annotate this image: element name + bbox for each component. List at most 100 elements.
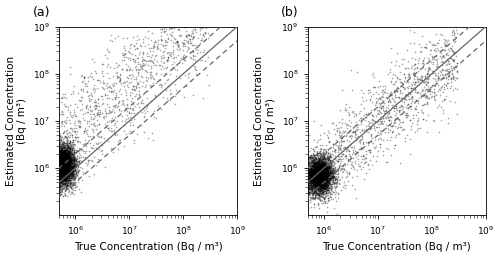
Point	[314, 169, 322, 173]
Point	[306, 183, 314, 188]
Point	[361, 118, 369, 122]
Point	[325, 172, 333, 176]
Point	[313, 151, 321, 156]
Point	[324, 199, 332, 203]
Point	[118, 119, 126, 123]
Point	[86, 104, 94, 109]
Point	[314, 181, 322, 185]
Point	[58, 165, 66, 170]
Point	[54, 162, 62, 166]
Point	[62, 148, 70, 152]
Point	[65, 160, 73, 164]
Point	[304, 169, 312, 173]
Point	[59, 139, 67, 143]
Point	[62, 155, 70, 159]
Point	[56, 166, 64, 171]
Point	[70, 162, 78, 166]
Point	[344, 139, 352, 143]
Point	[324, 175, 332, 179]
Point	[326, 187, 334, 191]
Point	[58, 173, 66, 177]
Point	[440, 76, 448, 80]
Point	[124, 64, 132, 68]
Point	[56, 137, 64, 141]
Point	[56, 153, 64, 157]
Point	[52, 162, 60, 166]
Point	[56, 188, 64, 192]
Point	[140, 114, 148, 118]
Point	[384, 130, 392, 134]
Point	[326, 172, 334, 176]
Point	[54, 158, 62, 163]
Point	[355, 139, 363, 143]
Point	[60, 176, 68, 180]
Point	[322, 180, 330, 184]
Point	[318, 181, 326, 185]
Point	[54, 155, 62, 159]
Point	[175, 28, 183, 33]
Point	[57, 147, 65, 151]
Point	[378, 106, 386, 110]
Point	[59, 170, 67, 174]
Point	[316, 163, 324, 167]
Point	[318, 172, 326, 176]
Point	[312, 166, 320, 170]
Point	[57, 167, 65, 171]
Point	[61, 149, 69, 153]
Point	[56, 168, 64, 172]
Point	[60, 156, 68, 160]
Point	[322, 175, 330, 179]
Point	[57, 170, 65, 174]
Point	[313, 176, 321, 181]
Point	[127, 23, 135, 28]
Point	[61, 172, 69, 176]
Point	[60, 158, 68, 162]
Point	[320, 173, 328, 177]
Point	[59, 151, 67, 155]
Point	[60, 165, 68, 170]
Point	[320, 157, 328, 162]
Point	[312, 172, 320, 176]
Point	[317, 152, 325, 156]
Point	[56, 154, 64, 158]
Point	[60, 159, 68, 164]
Point	[200, 96, 207, 100]
Point	[58, 135, 66, 139]
Point	[342, 147, 349, 151]
Point	[102, 96, 110, 100]
Point	[393, 88, 401, 93]
Point	[58, 147, 66, 151]
Point	[58, 166, 66, 171]
Point	[361, 115, 369, 119]
Point	[90, 134, 98, 138]
Point	[58, 161, 66, 165]
Point	[424, 74, 432, 78]
Point	[67, 171, 75, 175]
Point	[56, 146, 64, 150]
Point	[396, 108, 404, 112]
Point	[432, 54, 440, 58]
Point	[338, 167, 346, 171]
Point	[322, 168, 330, 172]
Point	[314, 196, 322, 200]
Point	[64, 152, 72, 157]
Point	[349, 165, 357, 170]
Point	[66, 166, 74, 171]
Point	[312, 178, 320, 182]
Point	[58, 166, 66, 170]
Point	[309, 147, 317, 151]
Point	[59, 150, 67, 154]
Point	[64, 176, 72, 180]
Point	[317, 178, 325, 182]
Point	[339, 164, 347, 168]
Point	[320, 192, 328, 196]
Point	[320, 173, 328, 177]
Point	[390, 143, 398, 148]
Point	[144, 76, 152, 80]
Point	[69, 156, 77, 160]
Point	[64, 157, 72, 161]
Point	[72, 185, 80, 189]
Point	[322, 163, 330, 167]
Point	[136, 24, 144, 28]
Point	[57, 164, 65, 168]
